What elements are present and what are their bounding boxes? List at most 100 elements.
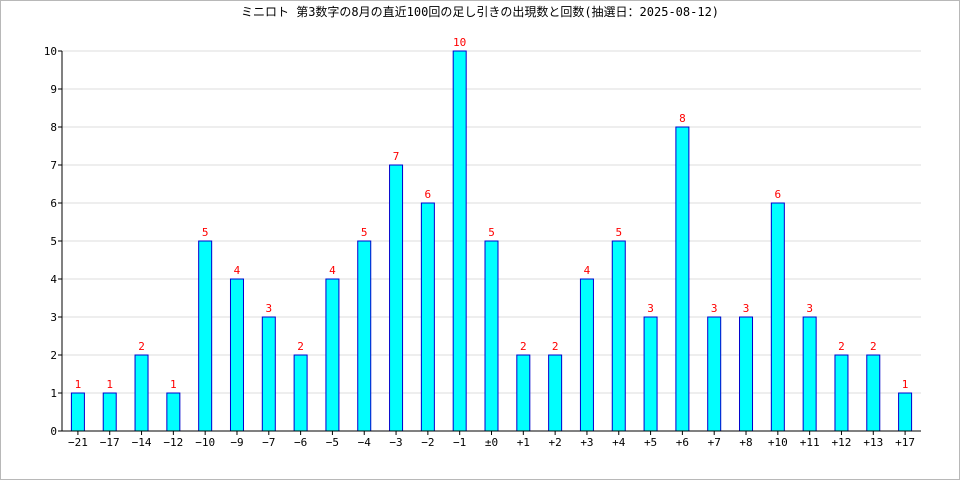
data-label: 1 — [170, 378, 177, 391]
x-tick-label: −5 — [326, 436, 339, 449]
bar — [420, 202, 435, 432]
data-label: 2 — [138, 340, 145, 353]
bar — [198, 240, 213, 432]
data-label: 4 — [329, 264, 336, 277]
bar — [739, 316, 754, 432]
bar — [898, 392, 913, 432]
y-tick-label: 5 — [50, 235, 57, 248]
y-tick-label: 9 — [50, 83, 57, 96]
bar — [357, 240, 372, 432]
data-label: 4 — [234, 264, 241, 277]
bar — [707, 316, 722, 432]
data-label: 2 — [838, 340, 845, 353]
data-label: 8 — [679, 112, 686, 125]
data-label: 5 — [202, 226, 209, 239]
bar — [389, 164, 404, 432]
y-tick-labels: 0 1 2 3 4 5 6 7 8 9 10 — [44, 45, 58, 438]
data-label: 2 — [520, 340, 527, 353]
x-tick-label: +7 — [708, 436, 721, 449]
data-label: 2 — [870, 340, 877, 353]
x-tick-label: −9 — [230, 436, 243, 449]
y-tick-label: 4 — [50, 273, 57, 286]
bar — [484, 240, 499, 432]
x-tick-label: +13 — [863, 436, 883, 449]
data-label: 5 — [488, 226, 495, 239]
bar — [611, 240, 626, 432]
bar — [675, 126, 690, 432]
data-label: 2 — [297, 340, 304, 353]
x-tick-label: +10 — [768, 436, 788, 449]
data-label: 3 — [743, 302, 750, 315]
bar — [802, 316, 817, 432]
y-tick-label: 3 — [50, 311, 57, 324]
data-label: 3 — [265, 302, 272, 315]
x-tick-label: −2 — [421, 436, 434, 449]
y-tick-label: 6 — [50, 197, 57, 210]
bar — [261, 316, 276, 432]
chart-title: ミニロト 第3数字の8月の直近100回の足し引きの出現数と回数(抽選日：2025… — [241, 4, 719, 19]
data-label: 3 — [806, 302, 813, 315]
bar — [579, 278, 594, 432]
x-tick-label: −4 — [358, 436, 372, 449]
x-tick-label: −14 — [132, 436, 152, 449]
x-tick-label: ±0 — [485, 436, 498, 449]
x-tick-label: +3 — [580, 436, 593, 449]
x-tick-label: −7 — [262, 436, 275, 449]
data-label: 3 — [711, 302, 718, 315]
bar — [643, 316, 658, 432]
x-tick-labels: −21 −17 −14 −12 −10 −9 −7 −6 −5 −4 −3 −2 −1 ±0 +1 +2 +3 +… — [68, 436, 915, 449]
y-tick-label: 0 — [50, 425, 57, 438]
y-tick-label: 2 — [50, 349, 57, 362]
x-tick-label: −17 — [100, 436, 120, 449]
x-tick-label: +17 — [895, 436, 915, 449]
x-tick-label: +11 — [800, 436, 820, 449]
x-tick-label: −10 — [195, 436, 215, 449]
axes — [58, 50, 921, 435]
data-label: 4 — [584, 264, 591, 277]
y-tick-label: 1 — [50, 387, 57, 400]
x-tick-label: +5 — [644, 436, 657, 449]
data-label: 10 — [453, 36, 466, 49]
bar — [134, 354, 149, 432]
x-tick-label: −21 — [68, 436, 88, 449]
x-tick-label: +8 — [739, 436, 752, 449]
x-tick-label: +1 — [517, 436, 530, 449]
y-tick-label: 8 — [50, 121, 57, 134]
data-label: 6 — [775, 188, 782, 201]
data-label: 2 — [552, 340, 559, 353]
data-label: 1 — [106, 378, 113, 391]
data-label: 5 — [361, 226, 368, 239]
bar — [166, 392, 181, 432]
bars — [70, 50, 913, 432]
x-tick-label: −1 — [453, 436, 466, 449]
y-tick-label: 7 — [50, 159, 57, 172]
bar — [70, 392, 85, 432]
data-label: 1 — [75, 378, 82, 391]
bar — [834, 354, 849, 432]
x-tick-label: +2 — [549, 436, 562, 449]
data-labels: 1 1 2 1 5 4 3 2 4 5 7 6 10 5 2 2 4 5 3 8 3 3 6 3 2 2 1 — [75, 36, 909, 391]
bar — [452, 50, 467, 432]
y-tick-label: 10 — [44, 45, 57, 58]
data-label: 3 — [647, 302, 654, 315]
bar — [548, 354, 563, 432]
x-tick-label: −6 — [294, 436, 307, 449]
bar — [102, 392, 117, 432]
bar — [516, 354, 531, 432]
x-tick-label: −12 — [163, 436, 183, 449]
data-label: 5 — [615, 226, 622, 239]
data-label: 6 — [425, 188, 432, 201]
x-tick-label: +12 — [832, 436, 852, 449]
bar — [866, 354, 881, 432]
bar — [770, 202, 785, 432]
x-tick-label: +6 — [676, 436, 689, 449]
data-label: 7 — [393, 150, 400, 163]
x-tick-label: −3 — [389, 436, 402, 449]
bar — [325, 278, 340, 432]
x-tick-label: +4 — [612, 436, 626, 449]
bar — [229, 278, 244, 432]
data-label: 1 — [902, 378, 909, 391]
bar — [293, 354, 308, 432]
